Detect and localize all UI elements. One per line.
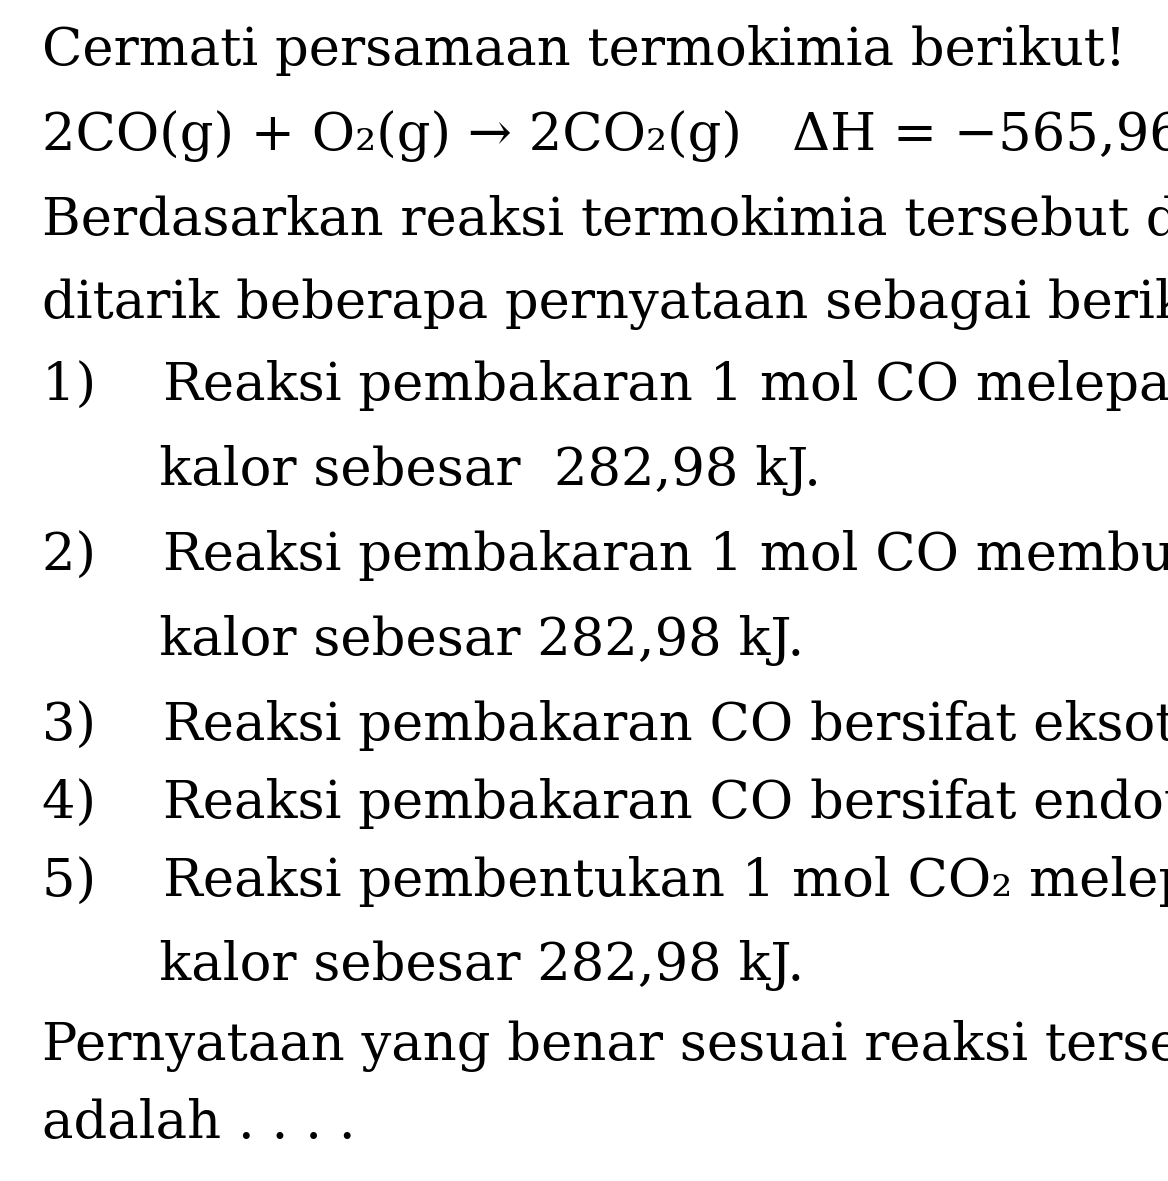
Text: Berdasarkan reaksi termokimia tersebut dapat: Berdasarkan reaksi termokimia tersebut d… [42,195,1168,246]
Text: Pernyataan yang benar sesuai reaksi tersebut: Pernyataan yang benar sesuai reaksi ters… [42,1020,1168,1072]
Text: kalor sebesar 282,98 kJ.: kalor sebesar 282,98 kJ. [42,615,805,666]
Text: Cermati persamaan termokimia berikut!: Cermati persamaan termokimia berikut! [42,25,1126,76]
Text: adalah . . . .: adalah . . . . [42,1098,355,1149]
Text: kalor sebesar 282,98 kJ.: kalor sebesar 282,98 kJ. [42,940,805,991]
Text: kalor sebesar  282,98 kJ.: kalor sebesar 282,98 kJ. [42,445,821,496]
Text: 4)    Reaksi pembakaran CO bersifat endoterm.: 4) Reaksi pembakaran CO bersifat endoter… [42,778,1168,829]
Text: 1)    Reaksi pembakaran 1 mol CO melepaskan: 1) Reaksi pembakaran 1 mol CO melepaskan [42,360,1168,411]
Text: 2)    Reaksi pembakaran 1 mol CO membutuhkan: 2) Reaksi pembakaran 1 mol CO membutuhka… [42,530,1168,581]
Text: 2CO(g) + O₂(g) → 2CO₂(g)   ΔH = −565,96 kJ: 2CO(g) + O₂(g) → 2CO₂(g) ΔH = −565,96 kJ [42,110,1168,162]
Text: 3)    Reaksi pembakaran CO bersifat eksoterm.: 3) Reaksi pembakaran CO bersifat eksoter… [42,700,1168,751]
Text: 5)    Reaksi pembentukan 1 mol CO₂ melepaskan: 5) Reaksi pembentukan 1 mol CO₂ melepask… [42,856,1168,907]
Text: ditarik beberapa pernyataan sebagai berikut.: ditarik beberapa pernyataan sebagai beri… [42,278,1168,329]
